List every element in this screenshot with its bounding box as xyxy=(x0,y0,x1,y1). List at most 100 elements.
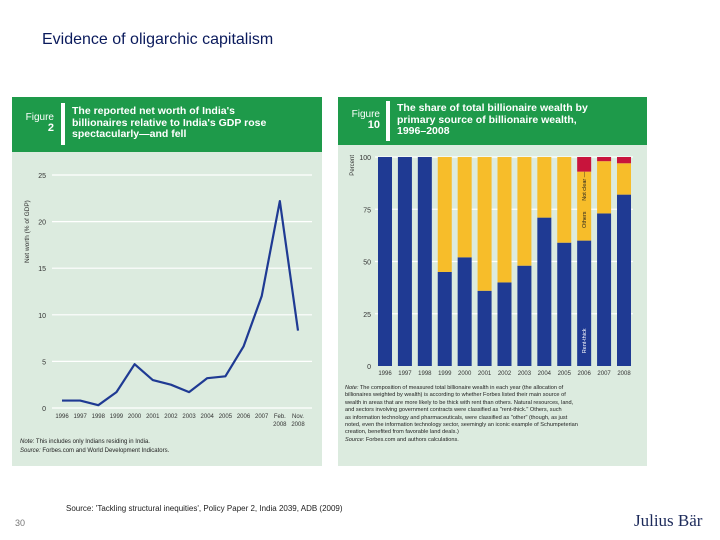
bar-rent-thick xyxy=(497,282,512,366)
y-tick-label: 25 xyxy=(363,312,371,319)
bar-not-clear xyxy=(597,157,612,162)
y-tick-label: 50 xyxy=(363,260,371,267)
x-tick-label: 2003 xyxy=(182,414,196,420)
note-label: Note: xyxy=(20,439,35,445)
bar-not-clear xyxy=(617,157,631,164)
y-tick-label: 0 xyxy=(367,364,371,371)
note-label: Note: xyxy=(345,385,359,391)
bar-others xyxy=(497,157,512,283)
y-tick-label: 10 xyxy=(38,313,46,320)
x-tick-label: 2001 xyxy=(478,371,492,377)
bar-others xyxy=(557,157,572,243)
bar-rent-thick xyxy=(517,265,532,366)
x-tick-label: 2008 xyxy=(617,371,631,377)
x-tick-label: 1996 xyxy=(55,414,69,420)
x-tick-label: 2006 xyxy=(237,414,251,420)
series-label: Rent-thick xyxy=(582,328,588,353)
bar-others xyxy=(617,163,631,195)
x-tick-label: 1999 xyxy=(438,371,452,377)
bar-rent-thick xyxy=(417,157,432,366)
note-line: as information technology and pharmaceut… xyxy=(345,414,568,421)
x-tick-label: 2008 xyxy=(291,422,305,428)
bar-rent-thick xyxy=(397,157,412,366)
chart-title: The reported net worth of India's billio… xyxy=(72,105,267,140)
x-tick-label: 2005 xyxy=(558,371,572,377)
note-line: wealth in areas that are more likely to … xyxy=(345,399,574,406)
figure-2-header: Figure 2 The reported net worth of India… xyxy=(12,97,322,152)
bar-rent-thick xyxy=(617,194,631,366)
series-label: Others xyxy=(582,211,588,228)
y-tick-label: 75 xyxy=(363,207,371,214)
bar-others xyxy=(577,171,592,241)
note-line: The composition of measured total billio… xyxy=(359,385,564,391)
figure-10-header: Figure 10 The share of total billionaire… xyxy=(338,97,647,145)
figure-number: 10 xyxy=(367,119,380,131)
data-line xyxy=(62,199,300,407)
line-chart: 0 5 10 15 20 25 Net worth (% of GDP) 1996 1997 19… xyxy=(24,173,312,428)
note-line: billionaires weighted by wealth) is acco… xyxy=(345,392,566,399)
y-tick-label: 25 xyxy=(38,173,46,180)
bar-rent-thick xyxy=(437,271,452,366)
x-tick-label: 2001 xyxy=(146,414,160,420)
slide-source: Source: 'Tackling structural inequities'… xyxy=(66,504,343,513)
y-tick-label: 20 xyxy=(38,220,46,227)
bar-rent-thick xyxy=(477,290,492,366)
bar-rent-thick xyxy=(577,240,592,366)
chart-source: Forbes.com and authors calculations. xyxy=(365,436,459,443)
x-tick-label: 2007 xyxy=(597,371,611,377)
y-tick-label: 15 xyxy=(38,266,46,273)
bar-rent-thick xyxy=(378,157,392,366)
julius-baer-logo: Julius Bär xyxy=(634,511,703,530)
x-tick-label: 1996 xyxy=(378,371,392,377)
x-tick-label: 1999 xyxy=(110,414,124,420)
x-tick-label: 1998 xyxy=(418,371,432,377)
x-tick-label: 2000 xyxy=(458,371,472,377)
chart-source: Forbes.com and World Development Indicat… xyxy=(42,448,170,454)
x-tick-label: Nov. xyxy=(292,414,304,420)
chart-note: This includes only Indians residing in I… xyxy=(35,439,150,445)
y-axis-label: Percent xyxy=(350,155,356,176)
series-label: Not clear — xyxy=(582,171,588,201)
x-tick-label: 1997 xyxy=(73,414,87,420)
bar-others xyxy=(457,157,472,258)
y-tick-label: 100 xyxy=(359,155,371,162)
bar-others xyxy=(597,161,612,214)
x-tick-label: 2004 xyxy=(201,414,215,420)
x-tick-label: 2002 xyxy=(498,371,512,377)
source-label: Source: xyxy=(20,448,41,454)
x-tick-label: 2002 xyxy=(164,414,178,420)
x-tick-label: 2003 xyxy=(518,371,532,377)
chart-title: The share of total billionaire wealth by… xyxy=(397,102,588,137)
bar-others xyxy=(517,157,532,266)
y-tick-label: 5 xyxy=(42,359,46,366)
bar-rent-thick xyxy=(537,217,552,366)
y-axis-label: Net worth (% of GDP) xyxy=(24,200,31,263)
note-line: creation, benefited from favorable land … xyxy=(345,429,459,436)
source-label: Source: xyxy=(345,436,366,443)
x-tick-label: 2008 xyxy=(273,422,287,428)
figure-2-panel: Figure 2 The reported net worth of India… xyxy=(12,97,322,466)
figure-label: Figure xyxy=(25,112,54,123)
bar-not-clear xyxy=(577,157,592,172)
bar-others xyxy=(437,157,452,272)
x-tick-label: 2004 xyxy=(538,371,552,377)
figure-10-panel: Figure 10 The share of total billionaire… xyxy=(338,97,647,466)
x-tick-label: 2005 xyxy=(219,414,233,420)
bar-rent-thick xyxy=(597,213,612,366)
page-number: 30 xyxy=(15,518,26,528)
note-line: and sectors involving government contrac… xyxy=(345,407,562,414)
x-tick-label: 2007 xyxy=(255,414,269,420)
x-tick-label: 2000 xyxy=(128,414,142,420)
slide-title: Evidence of oligarchic capitalism xyxy=(42,31,274,48)
x-tick-label: 1997 xyxy=(398,371,412,377)
x-tick-label: Feb. xyxy=(274,414,286,420)
figure-label: Figure xyxy=(351,109,380,120)
bar-rent-thick xyxy=(457,257,472,366)
note-line: noted, even the information technology s… xyxy=(345,422,578,429)
y-tick-label: 0 xyxy=(42,406,46,413)
figure-number: 2 xyxy=(47,122,54,134)
x-tick-label: 1998 xyxy=(92,414,106,420)
bar-others xyxy=(537,157,552,218)
x-tick-label: 2006 xyxy=(577,371,591,377)
